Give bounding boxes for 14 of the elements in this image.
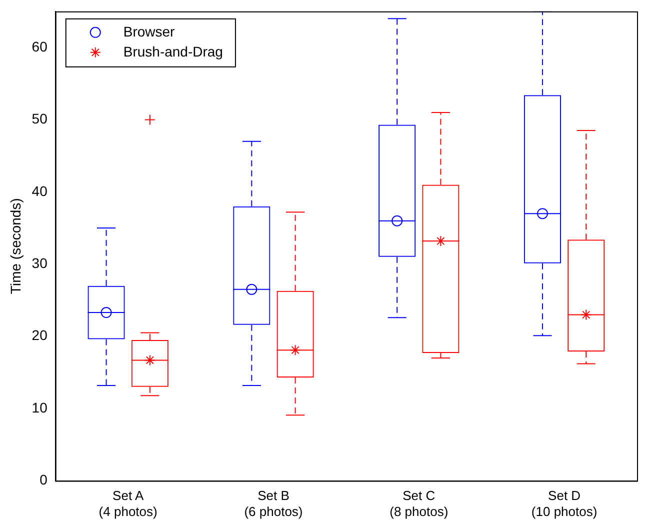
y-tick-label: 50 (32, 110, 48, 127)
y-tick-label: 10 (32, 399, 48, 416)
x-tick-label: Set A (4 photos) (98, 488, 158, 519)
x-tick-label: Set D (10 photos) (531, 488, 598, 519)
y-axis-title: Time (seconds) (7, 198, 24, 294)
y-tick-label: 60 (32, 38, 48, 54)
y-tick-label: 20 (32, 327, 48, 344)
legend-label: Browser (123, 23, 176, 40)
x-tick-label: Set B (6 photos) (244, 488, 303, 519)
x-tick-label: Set C (8 photos) (390, 488, 448, 519)
y-tick-label: 0 (40, 472, 48, 488)
legend-label: Brush-and-Drag (123, 43, 223, 60)
y-tick-label: 40 (32, 182, 48, 199)
y-tick-label: 30 (32, 255, 48, 272)
